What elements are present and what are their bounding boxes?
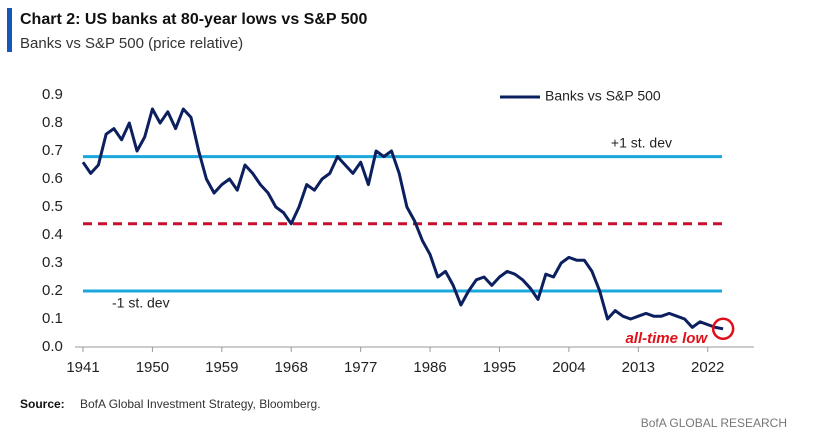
- x-tick-label: 2022: [691, 359, 724, 376]
- y-tick-label: 0.6: [42, 170, 63, 187]
- y-tick-label: 0.5: [42, 198, 63, 215]
- reference-label: +1 st. dev: [611, 134, 672, 150]
- x-tick-label: 1968: [275, 359, 308, 376]
- x-tick-label: 2013: [622, 359, 655, 376]
- line-series: [81, 107, 724, 331]
- legend-label: Banks vs S&P 500: [545, 88, 661, 104]
- chart-title: Chart 2: US banks at 80-year lows vs S&P…: [20, 11, 368, 28]
- x-tick-label: 1986: [413, 359, 446, 376]
- title-bar: [7, 8, 12, 52]
- y-tick-label: 0.7: [42, 142, 63, 159]
- chart-subtitle: Banks vs S&P 500 (price relative): [20, 35, 243, 52]
- y-tick-label: 0.4: [42, 226, 63, 243]
- y-tick-label: 0.2: [42, 282, 63, 299]
- y-tick-label: 0.9: [42, 86, 63, 103]
- reference-label: -1 st. dev: [112, 295, 170, 311]
- annotation: all-time low: [625, 330, 708, 347]
- x-tick-label: 2004: [552, 359, 585, 376]
- source-label: Source:: [20, 397, 65, 411]
- x-tick-label: 1995: [483, 359, 516, 376]
- x-tick-label: 1950: [136, 359, 169, 376]
- source-text: BofA Global Investment Strategy, Bloombe…: [80, 397, 321, 411]
- x-tick-label: 1941: [66, 359, 99, 376]
- y-tick-label: 0.3: [42, 254, 63, 271]
- y-tick-label: 0.0: [42, 338, 63, 355]
- y-tick-label: 0.1: [42, 310, 63, 327]
- y-tick-label: 0.8: [42, 114, 63, 131]
- highlight-circle: [711, 317, 735, 341]
- x-tick-label: 1959: [205, 359, 238, 376]
- x-tick-label: 1977: [344, 359, 377, 376]
- brand: BofA GLOBAL RESEARCH: [641, 416, 787, 430]
